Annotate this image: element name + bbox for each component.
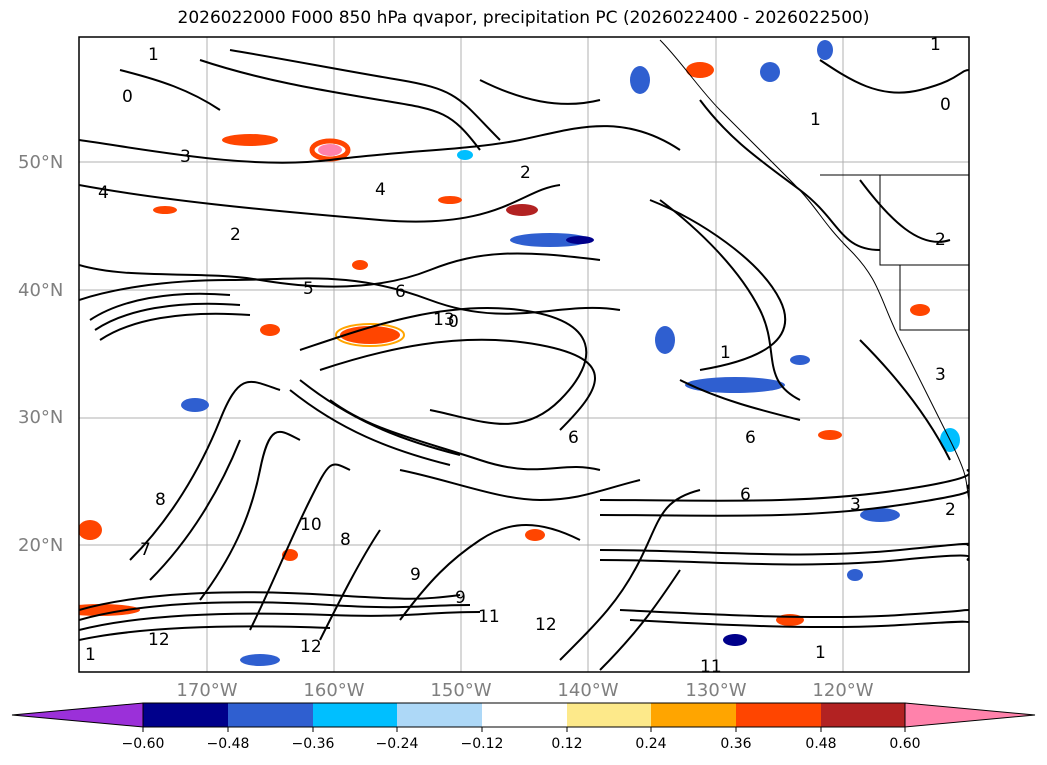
colorbar-tick-label: 0.48: [805, 736, 837, 752]
lat-label: 50°N: [18, 152, 64, 173]
colorbar-tick-label: 0.12: [551, 736, 583, 752]
qvapor-contours: [79, 49, 969, 671]
contour-label: 3: [935, 365, 946, 385]
lon-label: 160°W: [303, 680, 365, 701]
contour-label: 1: [85, 645, 96, 665]
colorbar-segment: [482, 703, 567, 727]
coastline: [659, 39, 969, 501]
contour-label: 6: [740, 485, 751, 505]
contour-labels: 1 0 2 3 4 5 6 7 8 9 10 11 12 13 0 1 2 1 …: [85, 35, 956, 677]
contour-label: 0: [940, 95, 951, 115]
contour-label: 2: [520, 163, 531, 183]
contour-label: 8: [340, 530, 351, 550]
contour-label: 12: [300, 637, 322, 657]
contour-label: 2: [935, 230, 946, 250]
lat-label: 20°N: [18, 535, 64, 556]
colorbar-tick-label: 0.36: [720, 736, 752, 752]
lon-label: 140°W: [557, 680, 619, 701]
lat-label: 40°N: [18, 280, 64, 301]
colorbar-tick-label: 0.60: [889, 736, 921, 752]
contour-label: 11: [478, 607, 500, 627]
colorbar-extend-max: [904, 702, 1036, 728]
contour-label: 6: [745, 428, 756, 448]
contour-label: 4: [375, 180, 386, 200]
lon-label: 150°W: [430, 680, 492, 701]
contour-label: 7: [140, 540, 151, 560]
colorbar-tick-label: −0.12: [460, 736, 504, 752]
contour-label: 5: [303, 279, 314, 299]
colorbar-segment: [567, 703, 651, 727]
colorbar-segment: [228, 703, 313, 727]
contour-label: 8: [155, 490, 166, 510]
precip-shading: [79, 40, 960, 666]
contour-label: 0: [448, 312, 459, 332]
colorbar-tick-label: −0.24: [375, 736, 419, 752]
map-frame: [78, 36, 970, 673]
contour-label: 9: [455, 588, 466, 608]
colorbar-segment: [313, 703, 397, 727]
colorbar-segment: [397, 703, 482, 727]
contour-label: 1: [148, 45, 159, 65]
lon-label: 120°W: [812, 680, 874, 701]
contour-label: 9: [410, 565, 421, 585]
contour-label: 2: [230, 225, 241, 245]
contour-label: 6: [568, 428, 579, 448]
contour-label: 3: [180, 147, 191, 167]
graticule: [79, 37, 969, 672]
contour-label: 1: [930, 35, 941, 55]
colorbar-segment: [651, 703, 736, 727]
contour-label: 10: [300, 515, 322, 535]
lon-label: 130°W: [685, 680, 747, 701]
contour-label: 3: [850, 495, 861, 515]
colorbar-tick-label: −0.48: [206, 736, 250, 752]
colorbar-segment: [821, 703, 905, 727]
colorbar-tick-label: 0.24: [635, 736, 667, 752]
contour-label: 1: [815, 643, 826, 663]
contour-label: 12: [148, 630, 170, 650]
contour-label: 1: [810, 110, 821, 130]
colorbar-tick-label: −0.36: [291, 736, 335, 752]
contour-label: 6: [395, 282, 406, 302]
colorbar-segment: [736, 703, 821, 727]
map-plot-area: 1 0 2 3 4 5 6 7 8 9 10 11 12 13 0 1 2 1 …: [79, 35, 969, 677]
contour-label: 11: [700, 657, 722, 677]
contour-label: 1: [720, 343, 731, 363]
contour-label: 0: [122, 87, 133, 107]
contour-label: 2: [945, 500, 956, 520]
lat-label: 30°N: [18, 407, 64, 428]
map-title: 2026022000 F000 850 hPa qvapor, precipit…: [177, 8, 870, 28]
colorbar-extend-min: [11, 702, 144, 728]
lon-label: 170°W: [176, 680, 238, 701]
colorbar-tick-label: −0.60: [121, 736, 165, 752]
colorbar-segment: [143, 703, 228, 727]
colorbar: [11, 702, 1036, 732]
contour-label: 13: [433, 310, 455, 330]
contour-label: 4: [98, 183, 109, 203]
contour-label: 12: [535, 615, 557, 635]
